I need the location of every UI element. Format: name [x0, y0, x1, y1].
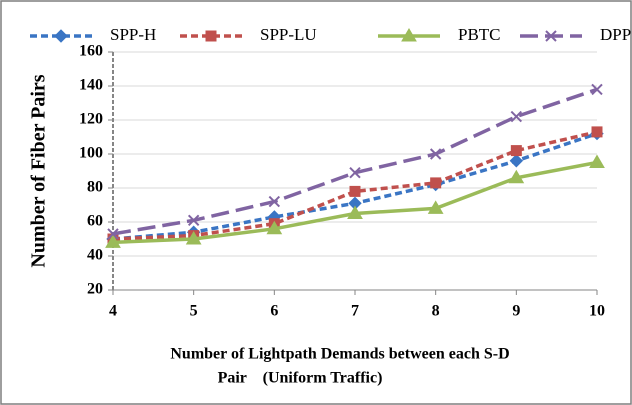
marker — [266, 220, 283, 235]
marker — [185, 231, 202, 245]
x-axis-label: Pair (Uniform Traffic) — [218, 370, 383, 387]
marker — [429, 148, 442, 160]
y-tick-label: 40 — [87, 247, 103, 264]
legend-label: PBTC — [458, 25, 501, 44]
x-tick-label: 4 — [109, 303, 117, 320]
x-tick-label: 6 — [270, 303, 278, 320]
marker — [107, 228, 119, 240]
marker — [510, 110, 523, 123]
marker — [508, 169, 525, 184]
marker — [589, 154, 605, 168]
x-tick-label: 7 — [351, 303, 359, 320]
legend-marker — [401, 28, 417, 42]
x-axis-label: Number of Lightpath Demands between each… — [170, 346, 509, 363]
x-tick-label: 5 — [190, 303, 198, 320]
y-tick-label: 120 — [79, 111, 103, 128]
y-tick-label: 140 — [79, 77, 103, 94]
y-tick-label: 160 — [79, 43, 103, 60]
legend-marker — [54, 29, 68, 43]
x-tick-label: 8 — [432, 303, 440, 320]
x-tick-label: 9 — [512, 303, 520, 320]
y-tick-label: 80 — [87, 179, 103, 196]
marker — [187, 214, 200, 227]
marker — [591, 83, 603, 96]
legend-marker — [545, 30, 557, 42]
legend-label: SPP-H — [110, 25, 156, 44]
marker — [268, 195, 281, 208]
y-tick-label: 60 — [87, 213, 103, 230]
marker — [347, 205, 363, 219]
legend-label: DPP — [600, 25, 631, 44]
x-tick-label: 10 — [589, 303, 605, 320]
marker — [427, 200, 444, 214]
y-tick-label: 20 — [87, 281, 103, 298]
marker — [591, 126, 603, 138]
y-axis-label: Number of Fiber Pairs — [28, 74, 50, 267]
legend-marker — [205, 30, 217, 42]
legend-label: SPP-LU — [260, 25, 317, 44]
marker — [509, 154, 524, 168]
marker — [510, 145, 522, 157]
marker — [105, 234, 121, 248]
y-tick-label: 100 — [79, 145, 103, 162]
marker — [349, 185, 361, 197]
marker — [430, 177, 442, 189]
marker — [349, 166, 361, 179]
